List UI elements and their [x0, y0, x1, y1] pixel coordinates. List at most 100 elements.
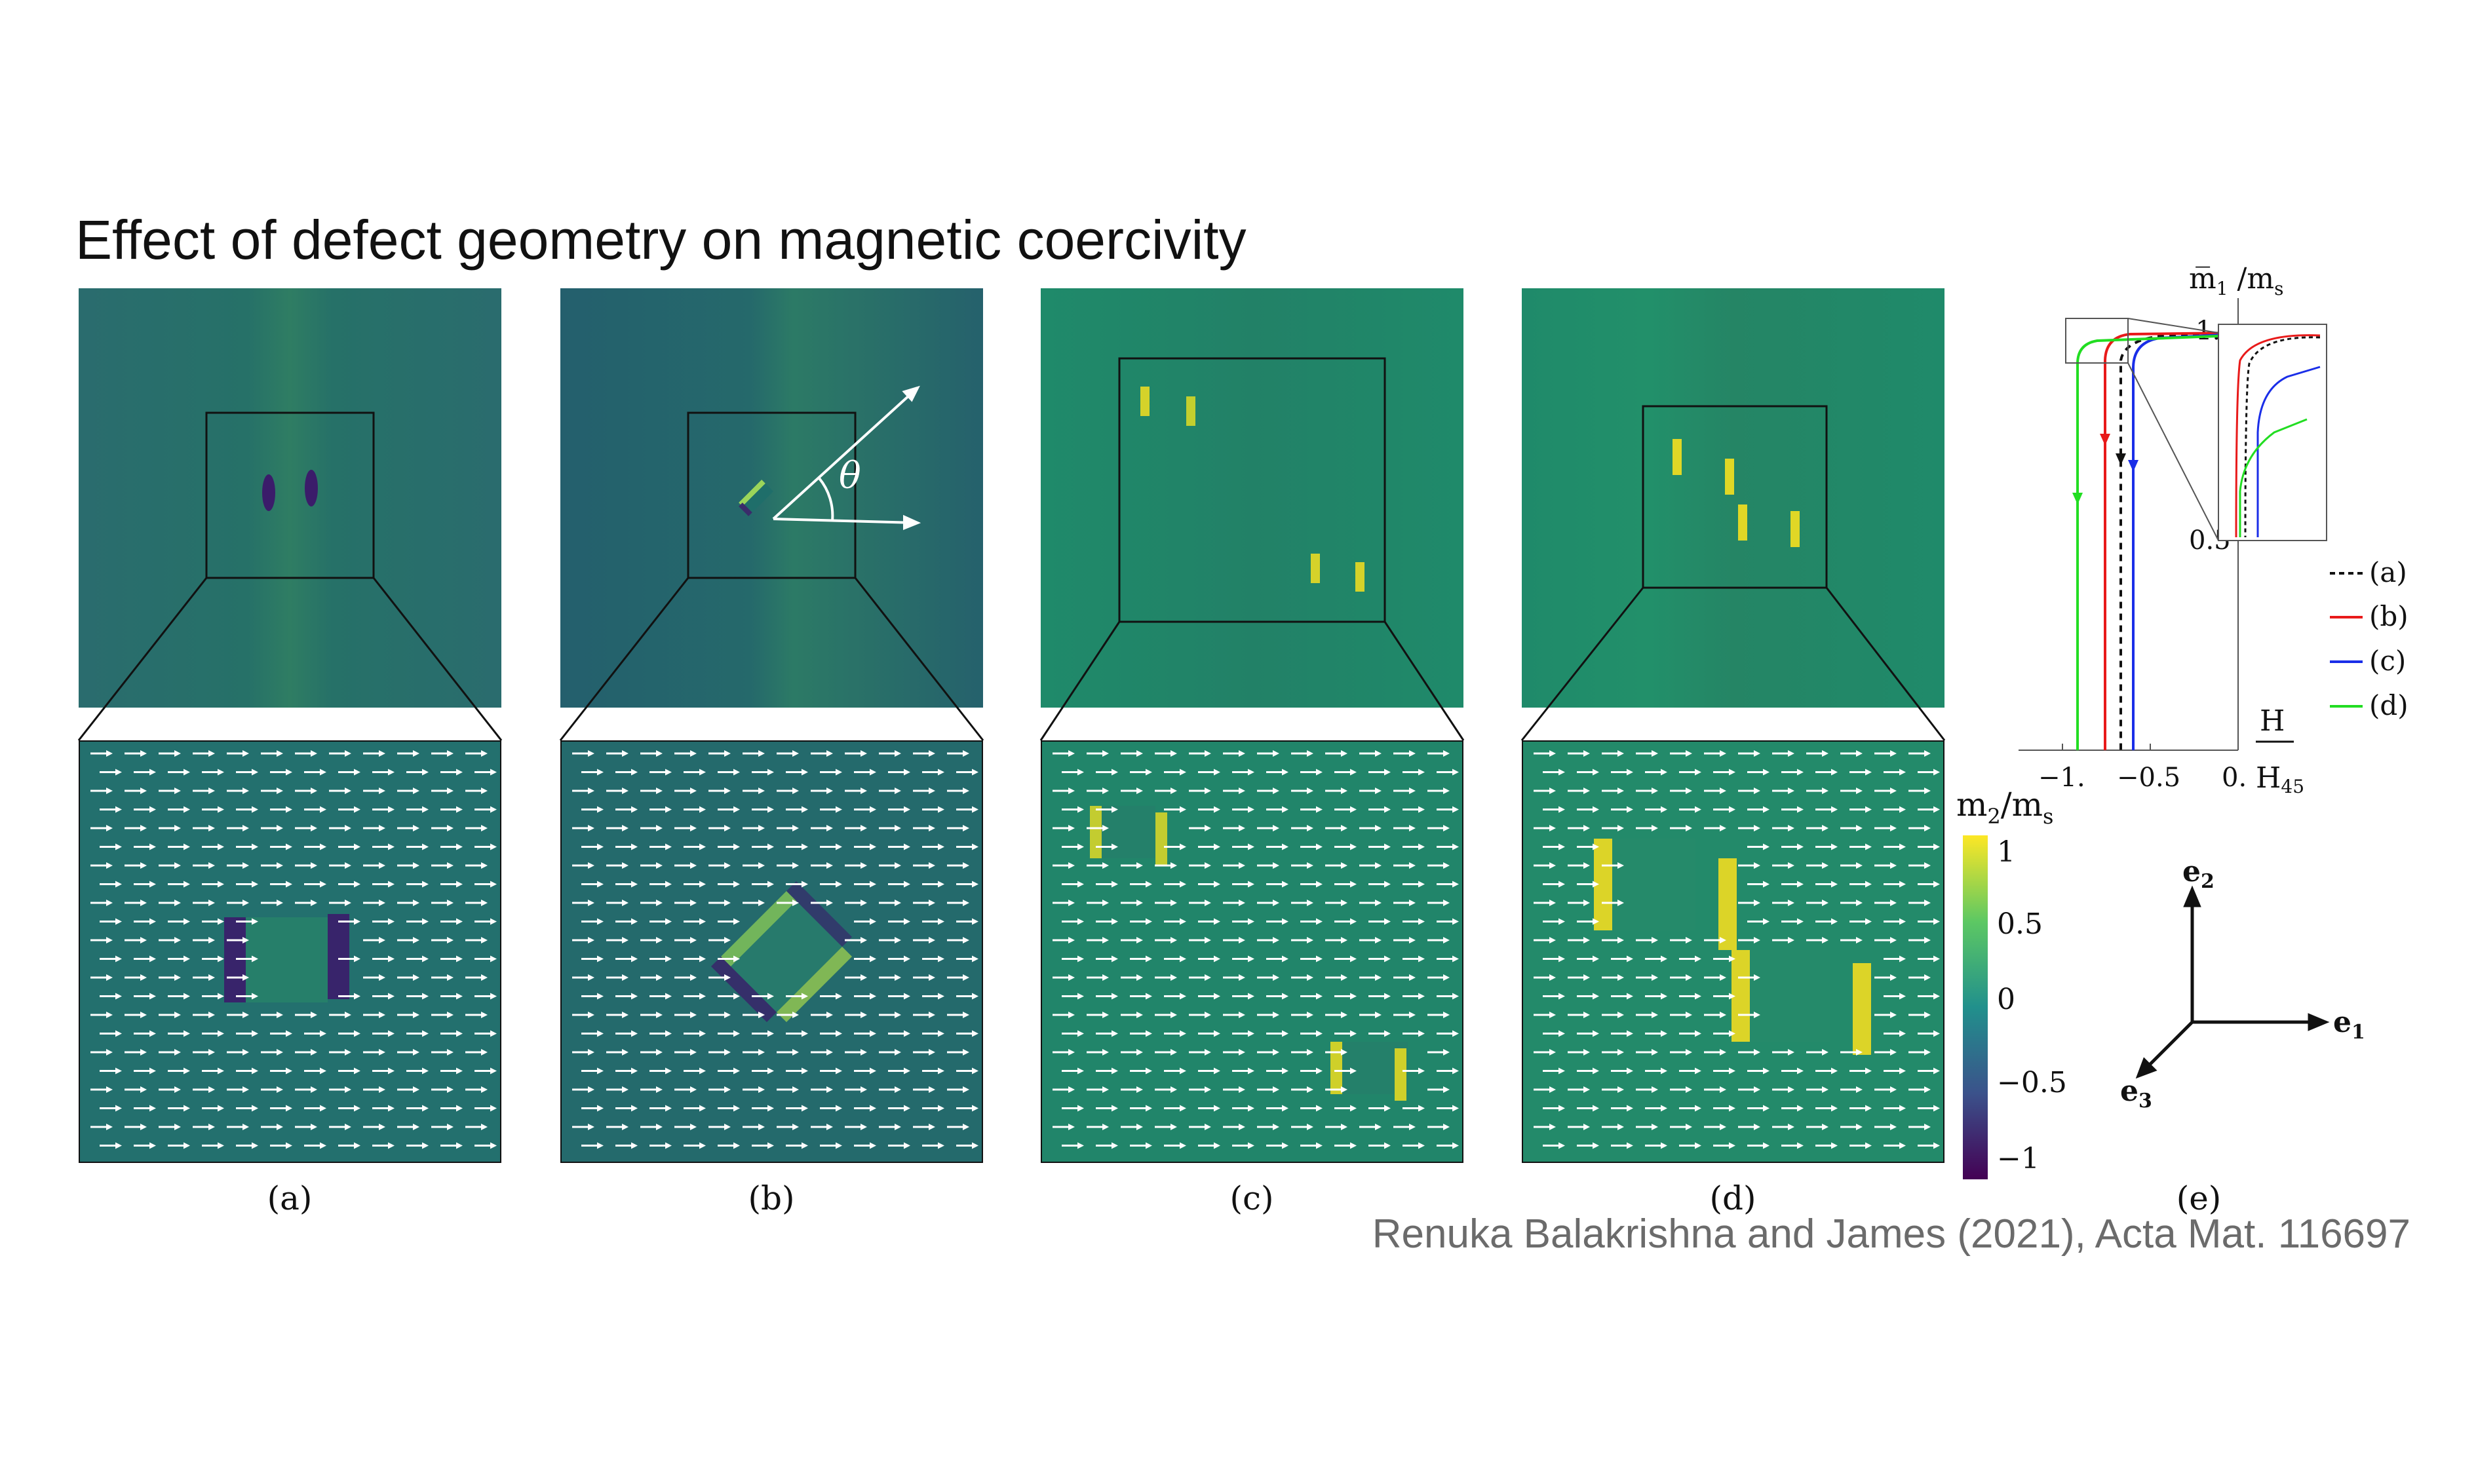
field-arrow-head	[699, 769, 706, 776]
field-arrow-head	[1652, 1012, 1658, 1018]
field-arrow-head	[1822, 1124, 1828, 1130]
field-arrow-head	[1899, 955, 1906, 962]
field-arrow-head	[218, 993, 224, 1000]
field-arrow-head	[588, 1086, 594, 1093]
field-arrow-head	[724, 825, 731, 831]
field-arrow-head	[1695, 993, 1701, 1000]
field-arrow-head	[115, 1105, 122, 1112]
field-arrow-head	[1686, 750, 1692, 757]
field-arrow-head	[252, 843, 258, 850]
field-arrow-head	[1899, 881, 1906, 888]
field-arrow-head	[208, 1049, 215, 1056]
field-arrow-head	[588, 1049, 594, 1056]
field-arrow-head	[826, 900, 833, 906]
field-arrow-head	[1720, 1086, 1726, 1093]
field-arrow-head	[1341, 825, 1347, 831]
field-arrow-head	[456, 1067, 463, 1075]
field-arrow-head	[1248, 1030, 1254, 1037]
field-arrow-head	[1102, 900, 1109, 906]
field-arrow-head	[252, 881, 258, 888]
field-arrow-head	[1443, 750, 1450, 757]
field-arrow-head	[149, 806, 156, 813]
field-arrow-head	[1583, 788, 1590, 794]
field-arrow-head	[1924, 788, 1931, 794]
field-arrow-head	[1754, 862, 1760, 869]
field-arrow-head	[311, 900, 317, 906]
colorbar-tick: −0.5	[1997, 1066, 2067, 1099]
field-arrow-head	[422, 806, 429, 813]
field-arrow-head	[656, 825, 663, 831]
field-arrow-head	[690, 1124, 697, 1130]
field-arrow-head	[938, 993, 944, 1000]
field-arrow-head	[656, 1124, 663, 1130]
field-arrow-head	[963, 1086, 969, 1093]
legend-entry: (a)	[2369, 556, 2407, 588]
field-arrow-head	[140, 1012, 147, 1018]
field-arrow-head	[758, 1049, 765, 1056]
field-arrow-head	[597, 881, 604, 888]
field-arrow-head	[904, 1030, 910, 1037]
field-arrow-head	[422, 1067, 429, 1075]
field-arrow-head	[826, 1086, 833, 1093]
field-arrow-head	[106, 1124, 113, 1130]
field-arrow-head	[656, 750, 663, 757]
field-arrow-head	[1933, 843, 1940, 850]
field-arrow-head	[622, 750, 629, 757]
field-arrow-head	[1831, 1067, 1838, 1075]
field-arrow-head	[1214, 1030, 1220, 1037]
field-arrow-head	[1239, 788, 1245, 794]
field-arrow-head	[1170, 937, 1177, 943]
field-arrow-head	[597, 806, 604, 813]
field-arrow-head	[1558, 843, 1565, 850]
field-arrow-head	[149, 1030, 156, 1037]
field-arrow-head	[252, 1142, 258, 1149]
field-arrow-head	[724, 974, 731, 981]
field-arrow-head	[149, 1105, 156, 1112]
field-arrow-head	[1443, 788, 1450, 794]
svg-text:m̅1 /ms: m̅1 /ms	[2189, 262, 2283, 299]
field-arrow-head	[379, 750, 385, 757]
field-arrow-head	[1729, 1105, 1735, 1112]
field-arrow-head	[1695, 1067, 1701, 1075]
field-arrow-head	[106, 937, 113, 943]
field-arrow-head	[938, 1067, 944, 1075]
field-arrow-head	[1077, 993, 1084, 1000]
field-arrow-head	[1583, 900, 1590, 906]
field-arrow-head	[218, 806, 224, 813]
field-arrow-head	[388, 993, 395, 1000]
field-arrow-head	[1652, 974, 1658, 981]
field-arrow-head	[1136, 1049, 1143, 1056]
field-arrow-head	[1239, 862, 1245, 869]
field-arrow-head	[622, 1086, 629, 1093]
field-arrow-head	[1205, 974, 1211, 981]
field-arrow-head	[1583, 1012, 1590, 1018]
field-arrow-head	[656, 1086, 663, 1093]
field-arrow-head	[1341, 1086, 1347, 1093]
field-arrow-head	[345, 750, 351, 757]
field-arrow-head	[622, 937, 629, 943]
field-arrow-head	[1350, 955, 1357, 962]
field-arrow-head	[656, 974, 663, 981]
field-arrow-head	[1593, 955, 1599, 962]
field-arrow-head	[733, 769, 740, 776]
field-arrow-head	[1239, 974, 1245, 981]
field-arrow-head	[1273, 1012, 1279, 1018]
field-arrow-head	[963, 1012, 969, 1018]
field-arrow-head	[1652, 788, 1658, 794]
field-arrow-head	[277, 900, 283, 906]
field-arrow-head	[588, 900, 594, 906]
field-arrow-head	[1418, 918, 1425, 925]
field-arrow-head	[174, 788, 181, 794]
field-arrow-head	[1661, 769, 1667, 776]
field-arrow-head	[115, 993, 122, 1000]
field-arrow-head	[1890, 1086, 1897, 1093]
field-arrow-head	[174, 1086, 181, 1093]
field-arrow-head	[1307, 900, 1313, 906]
field-arrow-head	[379, 825, 385, 831]
field-arrow-head	[1341, 750, 1347, 757]
field-arrow-head	[767, 1142, 774, 1149]
field-arrow-head	[1729, 1142, 1735, 1149]
field-arrow-head	[665, 881, 672, 888]
field-arrow-head	[1763, 918, 1770, 925]
field-arrow-head	[1350, 1105, 1357, 1112]
